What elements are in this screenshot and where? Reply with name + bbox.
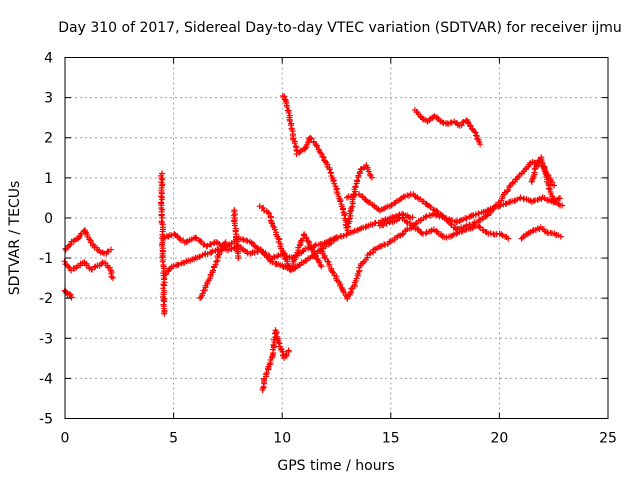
y-tick-label-8: 3: [44, 91, 53, 107]
y-tick-label-3: -2: [39, 291, 53, 307]
series-track-2: [62, 258, 116, 281]
series-track-9: [257, 203, 325, 273]
x-axis-label: GPS time / hours: [277, 458, 394, 474]
series-track-5: [159, 211, 415, 262]
y-tick-label-2: -3: [39, 331, 53, 347]
x-tick-label-0: 0: [61, 431, 70, 447]
data-point-s10-3-4: [293, 143, 299, 149]
y-tick-label-6: 1: [44, 171, 53, 187]
series-track-4: [158, 170, 168, 316]
data-point-s3-5-2: [161, 283, 167, 289]
data-point-s3-1-1: [158, 193, 164, 199]
series-track-12: [318, 194, 565, 302]
series-track-3: [62, 288, 75, 301]
x-tick-label-5: 25: [599, 431, 617, 447]
series-track-1: [63, 227, 114, 256]
y-tick-label-4: -1: [39, 251, 53, 267]
y-tick-label-9: 4: [44, 51, 53, 67]
y-tick-label-5: 0: [44, 211, 53, 227]
y-axis-label: SDTVAR / TECUs: [7, 181, 23, 296]
marks-layer: [62, 93, 566, 393]
tick-labels-layer: 0 5 10 15 20 25 -5 -4 -3 -2 -1 0 1 2 3 4: [39, 51, 617, 447]
y-tick-label-7: 2: [44, 131, 53, 147]
data-point-s10-14-3: [354, 177, 360, 183]
series-track-15: [412, 107, 483, 147]
data-point-s1-7-3: [109, 274, 115, 280]
chart-container: Day 310 of 2017, Sidereal Day-to-day VTE…: [0, 0, 640, 480]
series-track-8: [231, 207, 242, 261]
series-track-11: [280, 93, 375, 233]
chart-title: Day 310 of 2017, Sidereal Day-to-day VTE…: [58, 20, 622, 36]
chart-svg: Day 310 of 2017, Sidereal Day-to-day VTE…: [0, 0, 640, 480]
data-point-s4-14-0: [312, 243, 318, 249]
x-tick-label-1: 5: [169, 431, 178, 447]
x-tick-label-2: 10: [273, 431, 291, 447]
series-track-16: [519, 224, 564, 241]
y-tick-label-1: -4: [39, 371, 53, 387]
series-track-10: [260, 327, 292, 393]
x-tick-label-4: 20: [490, 431, 508, 447]
x-tick-label-3: 15: [382, 431, 400, 447]
y-tick-label-0: -5: [39, 412, 53, 428]
data-point-s10-11-3: [341, 212, 347, 218]
data-point-s13-9-1: [476, 224, 482, 230]
